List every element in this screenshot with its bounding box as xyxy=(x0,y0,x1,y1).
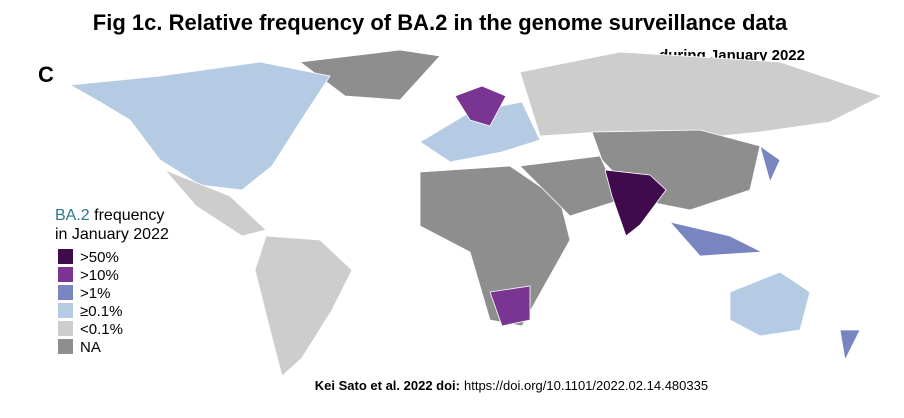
citation-authors: Kei Sato et al. 2022 doi: xyxy=(315,378,460,393)
legend-title: BA.2 frequency xyxy=(55,207,164,224)
central-america xyxy=(164,169,267,237)
north-america xyxy=(68,61,331,191)
south-africa xyxy=(489,285,531,327)
new-zealand xyxy=(839,329,861,362)
legend-label: NA xyxy=(80,339,101,356)
africa xyxy=(419,165,571,327)
legend-swatch xyxy=(58,339,73,354)
southeast-asia xyxy=(668,221,764,257)
legend-swatch xyxy=(58,249,73,264)
legend-label: ≥0.1% xyxy=(80,303,122,320)
citation-url: https://doi.org/10.1101/2022.02.14.48033… xyxy=(464,378,708,393)
japan xyxy=(759,145,781,184)
russia xyxy=(519,51,884,141)
legend-swatch xyxy=(58,321,73,336)
legend-swatch xyxy=(58,285,73,300)
legend: >50%>10%>1%≥0.1%<0.1%NA xyxy=(58,249,123,356)
legend-label: >10% xyxy=(80,267,119,284)
legend-title-highlight: BA.2 xyxy=(55,207,90,224)
scandinavia xyxy=(454,85,507,127)
panel-label: C xyxy=(38,62,54,87)
title: Fig 1c. Relative frequency of BA.2 in th… xyxy=(93,10,788,35)
world-map xyxy=(68,49,884,377)
legend-swatch xyxy=(58,303,73,318)
legend-title-line2: in January 2022 xyxy=(55,226,169,243)
legend-title-rest: frequency xyxy=(94,207,164,224)
greenland xyxy=(298,49,441,101)
legend-label: >1% xyxy=(80,285,110,302)
south-america xyxy=(254,235,353,377)
australia xyxy=(729,271,811,337)
legend-label: <0.1% xyxy=(80,321,123,338)
india xyxy=(604,169,667,237)
legend-swatch xyxy=(58,267,73,282)
legend-label: >50% xyxy=(80,249,119,266)
